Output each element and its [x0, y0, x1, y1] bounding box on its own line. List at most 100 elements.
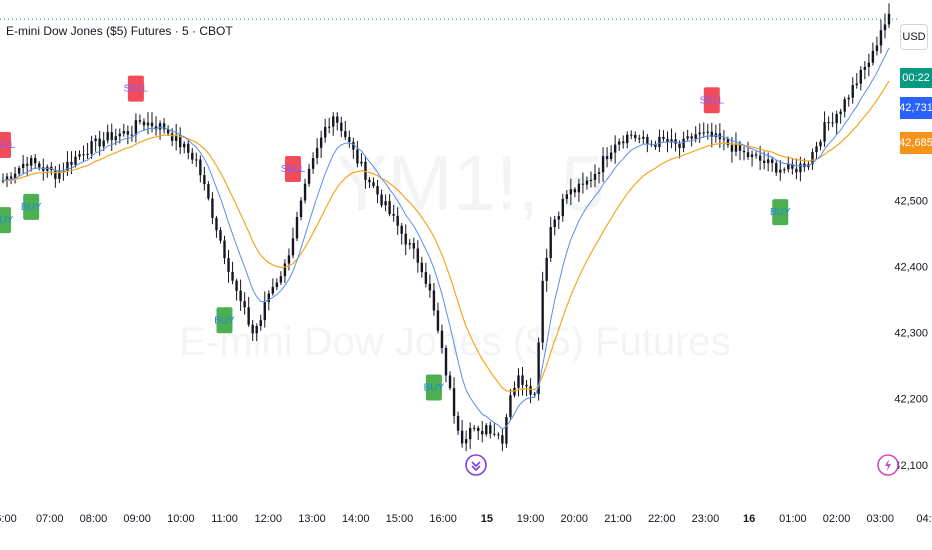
candle-body — [722, 138, 726, 140]
y-tick-label: 42,300 — [894, 328, 928, 340]
candle-body — [686, 136, 689, 139]
fast-moving-average-line[interactable] — [2, 47, 890, 430]
candle-body — [513, 387, 516, 396]
candle-body — [448, 375, 452, 389]
candle-body — [634, 134, 637, 139]
candle-body — [255, 326, 258, 334]
candle-body — [21, 163, 25, 168]
candle-body — [98, 138, 101, 147]
candle-body — [243, 301, 246, 308]
candle-body — [617, 141, 621, 145]
x-tick-label: 02:00 — [823, 513, 851, 525]
candle-body — [646, 136, 649, 144]
y-tick-label: 42,100 — [894, 460, 928, 472]
candle-body — [287, 255, 291, 264]
sell-signal-label: SELL — [281, 155, 306, 182]
candle-body — [529, 386, 532, 395]
candle-body — [187, 143, 190, 153]
fast-ma-price-tag: 42,731 — [899, 97, 932, 119]
candle-body — [307, 168, 311, 184]
candle-body — [525, 384, 528, 387]
candle-body — [275, 282, 279, 288]
candle-body — [271, 287, 275, 294]
candle-body — [630, 134, 633, 136]
candle-body — [94, 138, 97, 142]
candle-body — [311, 158, 315, 169]
x-tick-label: 23:00 — [692, 513, 720, 525]
session-break-icon[interactable] — [465, 454, 487, 476]
candle-body — [323, 126, 327, 138]
x-tick-label: 21:00 — [604, 513, 632, 525]
candle-body — [227, 258, 230, 272]
candle-body — [460, 430, 464, 444]
x-tick-label: 09:00 — [123, 513, 151, 525]
candle-body — [436, 310, 440, 331]
candle-body — [879, 30, 883, 46]
candle-body — [74, 156, 77, 165]
candle-body — [29, 158, 33, 166]
candle-body — [779, 169, 782, 173]
signal-box — [23, 193, 40, 220]
signal-box — [284, 155, 301, 182]
candle-body — [219, 230, 222, 241]
price-axis[interactable]: 42,500 42,400 42,300 42,200 42,100 — [894, 195, 928, 471]
candle-body — [408, 243, 411, 245]
buy-signal-label: BUY — [424, 374, 445, 401]
candle-body — [239, 290, 242, 302]
signal-box — [216, 307, 233, 334]
signal-text: SELL — [700, 95, 725, 106]
candle-body — [376, 186, 379, 195]
x-tick-label: 16 — [743, 513, 755, 525]
candle-body — [118, 133, 121, 137]
candle-body — [626, 134, 629, 144]
candle-body — [38, 163, 41, 168]
candle-body — [440, 330, 444, 349]
candle-body — [795, 168, 798, 173]
candle-body — [497, 434, 500, 436]
candle-body — [199, 159, 202, 176]
candle-body — [400, 225, 403, 234]
candle-body — [783, 169, 786, 171]
candle-body — [863, 66, 867, 70]
candle-body — [541, 280, 544, 343]
x-tick-label: 20:00 — [561, 513, 589, 525]
candle-body — [162, 123, 166, 130]
bar-countdown-tag: 00:22 — [900, 68, 932, 88]
candle-body — [827, 122, 830, 124]
signal-text: BUY — [0, 215, 14, 226]
candle-body — [835, 114, 838, 124]
candle-body — [424, 272, 428, 284]
candle-body — [573, 189, 577, 193]
candle-body — [17, 167, 21, 174]
currency-button[interactable]: USD — [900, 24, 928, 50]
candle-body — [585, 180, 589, 185]
candle-body — [597, 172, 601, 174]
candle-body — [404, 233, 407, 245]
x-tick-label: 08:00 — [80, 513, 108, 525]
candle-body — [702, 132, 705, 134]
x-tick-label: 07:00 — [36, 513, 64, 525]
candles-layer[interactable] — [1, 3, 891, 452]
slow-moving-average-line[interactable] — [2, 80, 890, 392]
candle-body — [867, 62, 871, 67]
candle-body — [122, 131, 126, 134]
candle-body — [106, 132, 109, 141]
signals-layer: SELL BUY BUY SELL BUY SELL BUY SELL BUY — [0, 75, 791, 401]
signal-text: SELL — [281, 164, 306, 175]
candle-body — [66, 161, 69, 171]
candle-body — [883, 24, 887, 31]
lightning-alert-icon[interactable] — [877, 454, 899, 476]
time-axis[interactable]: 6:00 07:00 08:00 09:00 10:00 11:00 12:00 13:00 1… — [0, 513, 932, 525]
candle-body — [557, 216, 560, 220]
candle-body — [303, 183, 307, 201]
candle-body — [569, 189, 573, 195]
candle-body — [517, 375, 520, 388]
candle-body — [114, 136, 117, 141]
candle-body — [581, 183, 585, 185]
y-tick-label: 42,500 — [894, 195, 928, 207]
candle-body — [658, 136, 661, 148]
candle-body — [734, 143, 738, 152]
candle-body — [46, 166, 49, 171]
candle-body — [609, 152, 613, 160]
